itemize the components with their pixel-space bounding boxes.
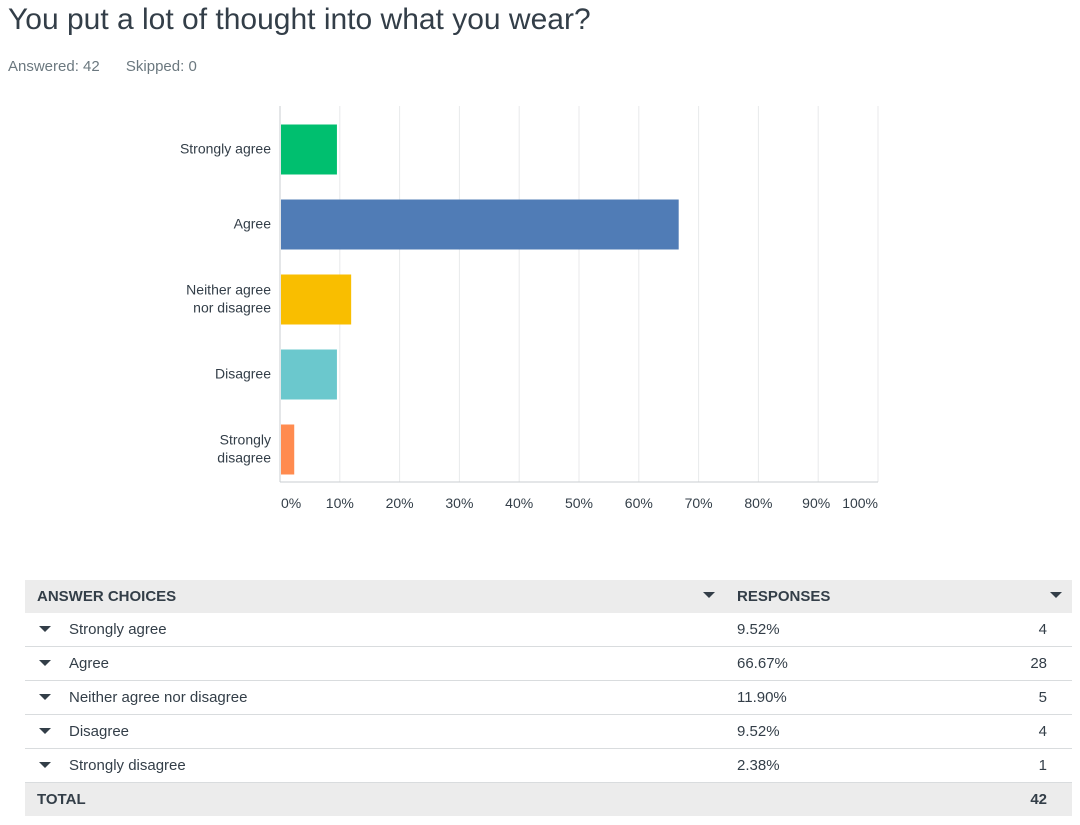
tick-label: 90% xyxy=(802,495,830,511)
expand-caret-icon[interactable] xyxy=(39,660,51,667)
answered-count: Answered: 42 xyxy=(8,58,100,75)
sort-caret-icon[interactable] xyxy=(703,592,715,598)
table-row: Neither agree nor disagree 11.90% 5 xyxy=(25,680,1072,715)
question-title: You put a lot of thought into what you w… xyxy=(8,3,591,36)
answer-choices-header-label: ANSWER CHOICES xyxy=(37,588,177,605)
table-row: Disagree 9.52% 4 xyxy=(25,714,1072,749)
expand-caret-icon[interactable] xyxy=(39,626,51,633)
bar xyxy=(281,124,337,175)
category-label: Strongly agree xyxy=(180,140,271,156)
response-percent: 66.67% xyxy=(725,646,928,681)
tick-label: 80% xyxy=(744,495,772,511)
bar-chart: Strongly agree Agree Neither agree nor disa… xyxy=(180,106,879,511)
response-percent: 2.38% xyxy=(725,748,928,783)
response-count: 4 xyxy=(927,714,1072,749)
total-row: TOTAL 42 xyxy=(25,782,1072,816)
tick-label: 50% xyxy=(565,495,593,511)
answer-choice-label: Disagree xyxy=(69,723,130,740)
answer-choice-cell: Disagree xyxy=(25,714,725,749)
response-percent: 9.52% xyxy=(725,714,928,749)
responses-header[interactable]: RESPONSES xyxy=(725,580,1072,613)
answer-choice-label: Strongly disagree xyxy=(69,757,186,774)
tick-label: 100% xyxy=(842,495,878,511)
bar xyxy=(281,199,679,250)
expand-caret-icon[interactable] xyxy=(39,762,51,769)
tick-label: 10% xyxy=(326,495,354,511)
skipped-count: Skipped: 0 xyxy=(125,58,197,75)
table-row: Strongly disagree 2.38% 1 xyxy=(25,748,1072,783)
response-count: 5 xyxy=(927,680,1072,715)
response-count: 4 xyxy=(927,613,1072,647)
answer-choice-cell: Neither agree nor disagree xyxy=(25,680,725,715)
category-label: Strongly disagree xyxy=(217,431,271,465)
response-count: 28 xyxy=(927,646,1072,681)
table-row: Agree 66.67% 28 xyxy=(25,646,1072,681)
response-percent: 9.52% xyxy=(725,613,928,647)
tick-label: 60% xyxy=(625,495,653,511)
tick-label: 30% xyxy=(445,495,473,511)
answer-choice-cell: Strongly disagree xyxy=(25,748,725,783)
responses-header-label: RESPONSES xyxy=(737,588,831,605)
tick-label: 0% xyxy=(281,495,301,511)
expand-caret-icon[interactable] xyxy=(39,694,51,701)
category-label: Disagree xyxy=(215,365,271,381)
answer-choice-cell: Agree xyxy=(25,646,725,681)
tick-label: 20% xyxy=(386,495,414,511)
response-summary: Answered: 42 Skipped: 0 xyxy=(8,58,219,75)
tick-label: 40% xyxy=(505,495,533,511)
expand-caret-icon[interactable] xyxy=(39,728,51,735)
answer-choice-label: Neither agree nor disagree xyxy=(69,689,248,706)
category-label: Agree xyxy=(234,215,272,231)
bar xyxy=(281,274,352,325)
table-header-row: ANSWER CHOICES RESPONSES xyxy=(25,580,1072,613)
total-spacer xyxy=(725,782,928,816)
total-value: 42 xyxy=(927,782,1072,816)
total-label: TOTAL xyxy=(25,782,725,816)
table-row: Strongly agree 9.52% 4 xyxy=(25,613,1072,647)
answer-choice-cell: Strongly agree xyxy=(25,613,725,647)
answer-choice-label: Agree xyxy=(69,655,110,672)
sort-caret-icon[interactable] xyxy=(1050,592,1062,598)
answer-table: ANSWER CHOICES RESPONSES Strongly agree … xyxy=(25,580,1072,816)
category-label: Neither agree nor disagree xyxy=(186,281,271,315)
answer-choices-header[interactable]: ANSWER CHOICES xyxy=(25,580,725,613)
bar xyxy=(281,424,295,475)
response-percent: 11.90% xyxy=(725,680,928,715)
response-count: 1 xyxy=(927,748,1072,783)
bar xyxy=(281,349,337,400)
answer-choice-label: Strongly agree xyxy=(69,621,167,638)
tick-label: 70% xyxy=(685,495,713,511)
